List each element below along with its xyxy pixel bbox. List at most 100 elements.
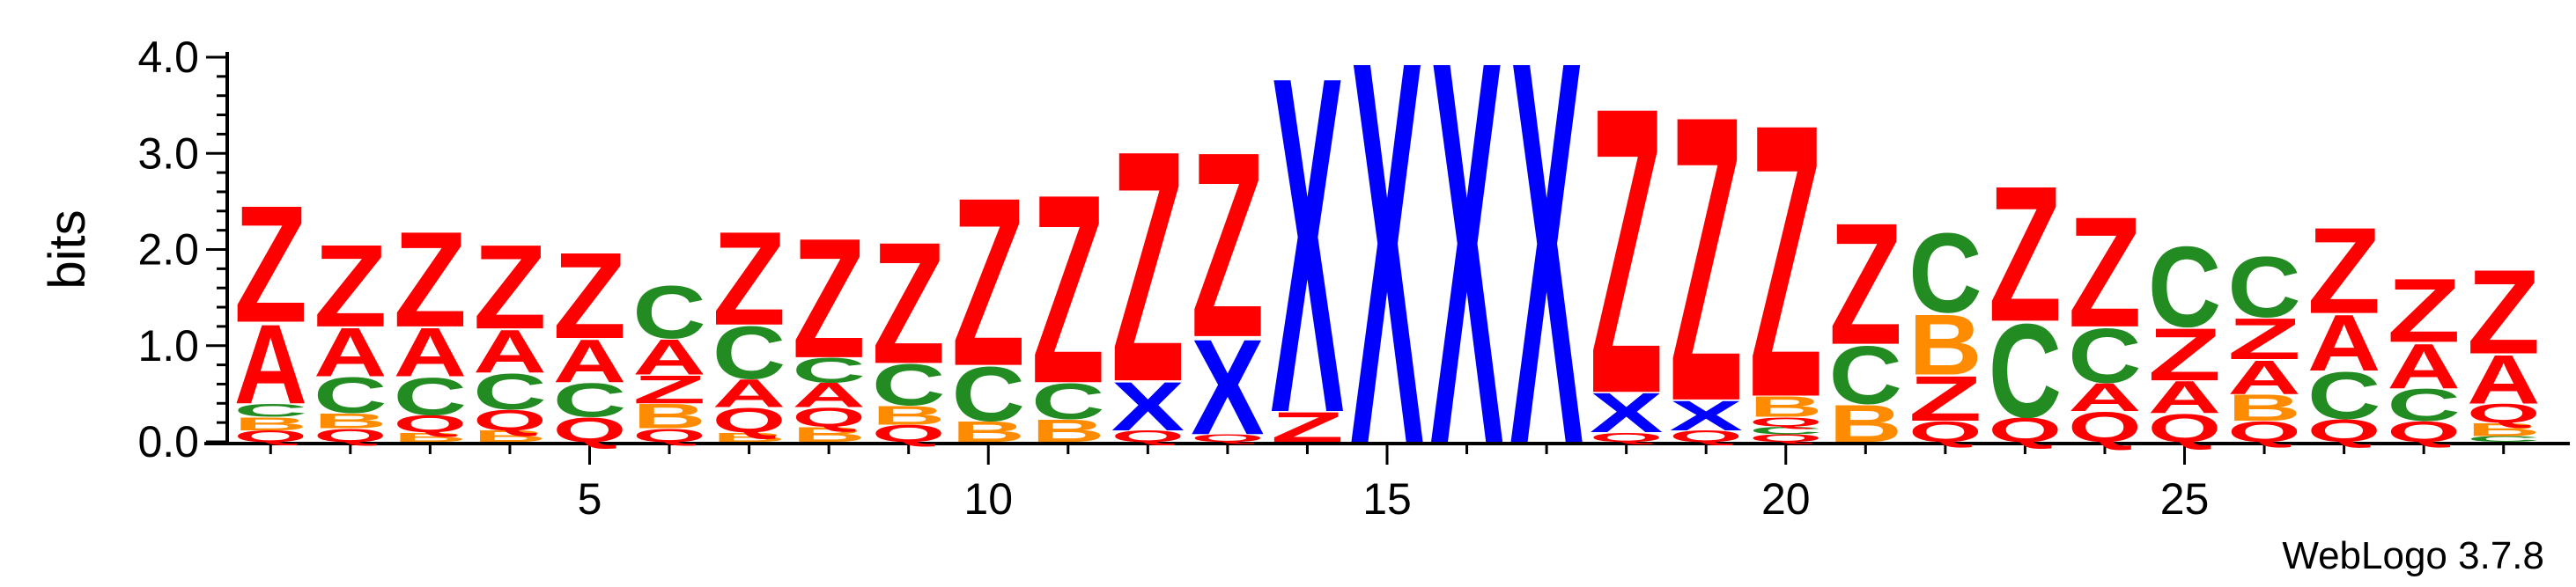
logo-letter-z: Z (473, 219, 546, 354)
y-tick-label: 2.0 (137, 225, 199, 275)
logo-letter-q: Q (1191, 432, 1264, 444)
logo-letter-q: Q (234, 428, 307, 445)
logo-letter-b: B (1031, 414, 1104, 449)
logo-letter-q: Q (1908, 415, 1982, 448)
logo-letter-a: A (314, 314, 387, 392)
logo-letter-q: Q (1111, 428, 1185, 445)
logo-letter-b: B (394, 430, 467, 445)
logo-letter-b: B (234, 414, 307, 435)
logo-letter-q: Q (712, 401, 786, 440)
logo-letter-z: Z (1670, 32, 1743, 487)
logo-letter-q: Q (2467, 399, 2540, 429)
y-tick-label: 4.0 (137, 33, 199, 82)
logo-letter-c: C (553, 374, 626, 428)
logo-letter-q: Q (2227, 415, 2300, 448)
logo-letter-z: Z (1590, 22, 1663, 480)
logo-letter-x: X (1111, 368, 1185, 445)
logo-letter-z: Z (1749, 43, 1822, 479)
logo-letter-z: Z (1989, 145, 2062, 362)
logo-letter-z: Z (2467, 244, 2540, 378)
logo-letter-x: X (1590, 382, 1663, 444)
logo-letter-z: Z (2148, 313, 2221, 397)
logo-letter-x: X (1350, 0, 1424, 559)
x-tick-label: 10 (963, 474, 1013, 524)
logo-letter-c: C (632, 271, 705, 355)
logo-letter-q: Q (1989, 411, 2062, 450)
logo-letter-q: Q (553, 411, 626, 450)
logo-letter-c: C (792, 351, 865, 390)
logo-letter-c: C (952, 350, 1025, 437)
logo-letter-b: B (2467, 419, 2540, 440)
logo-letter-x: X (1430, 0, 1504, 559)
logo-letter-x: X (1271, 0, 1345, 513)
logo-letter-z: Z (1191, 98, 1264, 393)
logo-letter-b: B (1749, 390, 1822, 422)
logo-letter-z: Z (394, 203, 467, 356)
logo-letter-c: C (2307, 358, 2380, 433)
logo-letter-c: C (1749, 424, 1822, 436)
logo-letter-x: X (1191, 311, 1264, 463)
logo-letter-z: Z (234, 171, 307, 357)
logo-letter-c: C (2227, 238, 2300, 335)
x-tick-label: 25 (2160, 474, 2210, 524)
logo-letter-q: Q (2148, 407, 2221, 451)
letters-layer: QBCAZQBCAZBQCAZBQCAZQCAZQBZACBQACZBQACZQ… (234, 0, 2541, 559)
logo-letter-c: C (2467, 435, 2540, 444)
logo-letter-b: B (2227, 387, 2300, 429)
logo-letter-a: A (792, 376, 865, 415)
logo-letter-b: B (632, 397, 705, 436)
logo-letter-a: A (553, 327, 626, 396)
axes-layer: 0.0 1.0 2.0 3.0 4.0 bits 5 10 15 20 25 (39, 33, 2570, 524)
logo-letter-z: Z (2388, 260, 2461, 361)
x-tick-label: 15 (1362, 474, 1412, 524)
y-tick-label: 3.0 (137, 128, 199, 178)
logo-letter-c: C (1989, 296, 2062, 445)
logo-letter-z: Z (872, 206, 945, 400)
logo-letter-z: Z (1031, 139, 1104, 440)
logo-letter-q: Q (394, 410, 467, 437)
logo-letter-c: C (2068, 312, 2141, 399)
logo-letter-z: Z (2068, 184, 2141, 360)
logo-letter-z: Z (1271, 403, 1344, 451)
logo-letter-z: Z (632, 367, 705, 412)
logo-letter-b: B (792, 422, 865, 446)
logo-letter-q: Q (1749, 432, 1822, 444)
logo-letter-a: A (234, 300, 307, 427)
logo-letter-q: Q (872, 420, 945, 447)
logo-letter-c: C (473, 363, 546, 420)
logo-letter-b: B (712, 430, 786, 445)
logo-letter-c: C (234, 400, 307, 421)
logo-letter-q: Q (1670, 428, 1743, 445)
logo-letter-q: Q (632, 425, 705, 446)
logo-letter-a: A (2307, 299, 2380, 389)
logo-letter-z: Z (792, 202, 865, 394)
logo-letter-c: C (394, 367, 467, 427)
logo-letter-z: Z (952, 148, 1025, 416)
logo-letter-q: Q (2307, 413, 2380, 449)
logo-letter-a: A (2148, 371, 2221, 422)
logo-letter-b: B (314, 409, 387, 433)
logo-letter-q: Q (1590, 430, 1663, 445)
logo-letter-z: Z (1111, 82, 1185, 451)
logo-letter-c: C (712, 312, 786, 395)
x-tick-label: 20 (1761, 474, 1811, 524)
logo-letter-b: B (473, 428, 546, 445)
logo-letter-z: Z (2227, 306, 2300, 372)
logo-letter-b: B (1829, 393, 1902, 453)
logo-letter-z: Z (553, 228, 626, 365)
logo-letter-z: Z (2307, 202, 2380, 340)
logo-letter-x: X (1509, 0, 1583, 559)
y-axis-label: bits (39, 209, 96, 289)
logo-letter-c: C (872, 352, 945, 417)
logo-letter-z: Z (1829, 187, 1902, 381)
logo-letter-b: B (872, 400, 945, 430)
y-tick-label: 1.0 (137, 321, 199, 371)
y-tick-label: 0.0 (137, 417, 199, 466)
weblogo-credit: WebLogo 3.7.8 (2282, 534, 2544, 577)
logo-letter-a: A (2227, 350, 2300, 404)
logo-letter-q: Q (792, 402, 865, 432)
logo-letter-q: Q (1749, 415, 1822, 429)
logo-letter-q: Q (2388, 415, 2461, 448)
logo-letter-c: C (314, 367, 387, 423)
